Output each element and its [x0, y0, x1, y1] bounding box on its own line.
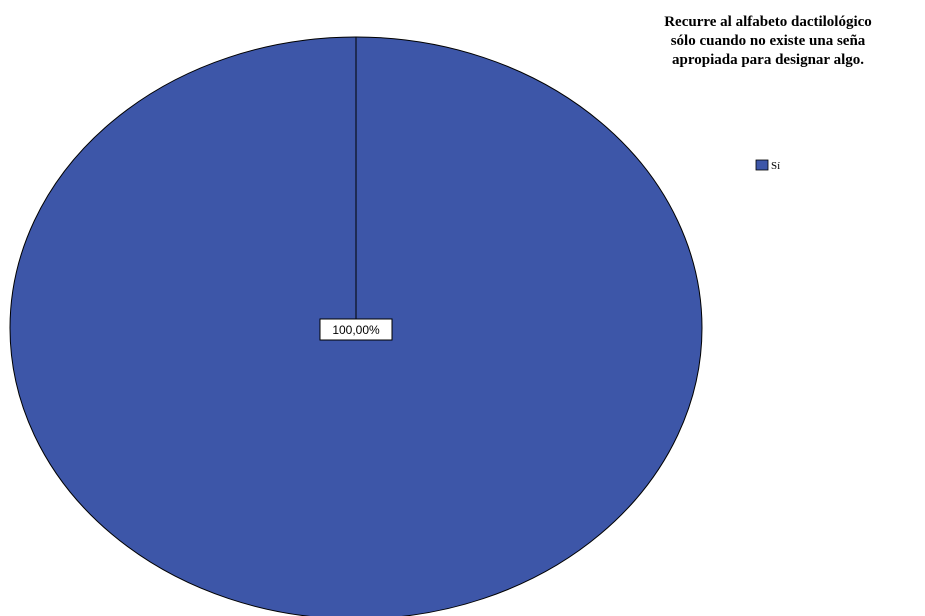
legend-label-si: Sí [771, 160, 780, 172]
data-label-box [319, 318, 393, 341]
chart-title-line-2: sólo cuando no existe una seña [671, 33, 866, 49]
data-label-si: 100,00% [332, 323, 380, 337]
chart-title: Recurre al alfabeto dactilológico sólo c… [664, 14, 872, 68]
chart-title-line-3: apropiada para designar algo. [672, 52, 864, 68]
data-label: 100,00% [319, 318, 393, 341]
chart-title-line-1: Recurre al alfabeto dactilológico [664, 14, 872, 30]
legend: Sí [755, 159, 780, 172]
legend-swatch-si [755, 159, 769, 171]
